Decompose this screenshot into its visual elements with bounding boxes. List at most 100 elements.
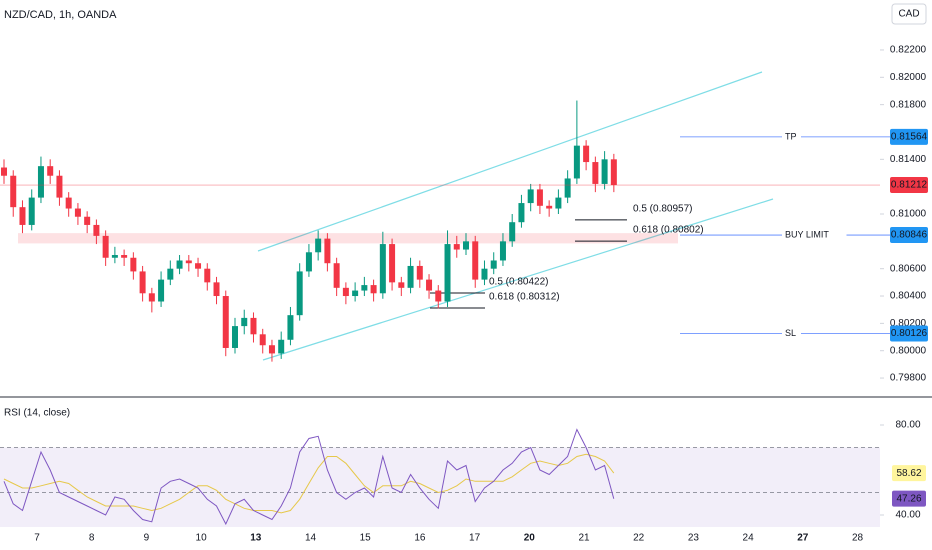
fib-label: 0.618 (0.80312): [489, 292, 560, 303]
candle-body: [389, 244, 396, 283]
zone: [18, 233, 678, 244]
candle-body: [407, 265, 414, 288]
candle-body: [250, 317, 257, 335]
candle-body: [158, 279, 165, 302]
chart-title: NZD/CAD, 1h, OANDA: [4, 9, 117, 21]
x-tick-label: 17: [469, 533, 481, 544]
candle-body: [241, 317, 248, 327]
candle-body: [416, 265, 423, 280]
rsi-band: [0, 447, 880, 527]
candle-body: [204, 268, 211, 283]
x-tick-label: 16: [414, 533, 426, 544]
rsi-badge: [892, 490, 926, 507]
candle-body: [130, 257, 137, 272]
level-label: 0.80126: [891, 328, 928, 339]
candle-body: [499, 241, 506, 261]
candle-body: [56, 175, 63, 198]
candle-body: [527, 189, 534, 204]
candle-body: [10, 175, 17, 208]
x-tick-label: 15: [360, 533, 372, 544]
candle-body: [361, 285, 368, 291]
rsi-ma-label: 58.62: [896, 468, 921, 479]
x-tick-label: 10: [196, 533, 208, 544]
candle-body: [148, 293, 155, 302]
candle-body: [1, 167, 7, 176]
fib-label: 0.5 (0.80422): [489, 277, 549, 288]
y-tick-label: 0.80400: [890, 291, 927, 302]
candle-body: [564, 178, 571, 198]
candle-body: [490, 260, 497, 269]
candle-body: [342, 287, 349, 297]
rsi-title: RSI (14, close): [4, 408, 70, 419]
candle-body: [315, 238, 322, 253]
candle-body: [305, 252, 312, 272]
candle-body: [536, 189, 543, 206]
rsi-ma-line: [3, 453, 615, 514]
candle-body: [509, 222, 516, 242]
candle-body: [102, 235, 109, 258]
y-tick-label: 0.80600: [890, 263, 927, 274]
candle-body: [583, 145, 590, 163]
currency-box[interactable]: [891, 3, 927, 25]
y-tick-label: 0.80000: [890, 345, 927, 356]
rsi-tick-label: 40.00: [895, 510, 920, 521]
candle-body: [610, 159, 617, 186]
candle-body: [139, 271, 146, 294]
candle-body: [65, 197, 72, 209]
y-tick-label: 0.81800: [890, 99, 927, 110]
level-name: TP: [785, 131, 797, 141]
candle-body: [435, 290, 442, 302]
candle-body: [213, 282, 220, 297]
candle-body: [19, 207, 26, 225]
channel-upper: [257, 71, 763, 252]
rsi-ma-badge: [892, 465, 926, 482]
candle-body: [333, 263, 340, 288]
y-tick-label: 0.82000: [890, 72, 927, 83]
x-tick-label: 23: [688, 533, 700, 544]
candle-body: [176, 260, 183, 269]
candle-body: [278, 339, 285, 354]
candle-body: [555, 197, 562, 209]
candle-body: [463, 241, 469, 250]
level-name: SL: [785, 328, 796, 338]
rsi-tick-label: 80.00: [895, 420, 920, 431]
candle-body: [111, 255, 118, 258]
candle-body: [222, 296, 229, 348]
candle-body: [379, 244, 386, 294]
x-tick-label: 21: [578, 533, 590, 544]
candle-body: [167, 268, 174, 280]
level-label: 0.81564: [891, 132, 928, 143]
channel-lower: [262, 198, 774, 361]
candle-body: [481, 268, 488, 280]
rsi-label: 47.26: [896, 493, 921, 504]
level-label: 0.80846: [891, 230, 928, 241]
last-price-label: 0.81212: [891, 180, 928, 191]
x-tick-label: 20: [524, 533, 536, 544]
candle-body: [37, 166, 44, 198]
candle-body: [601, 159, 608, 184]
candle-body: [324, 238, 331, 264]
candle-body: [287, 315, 294, 340]
candle-body: [518, 203, 525, 223]
candle-body: [93, 224, 100, 236]
level-bg: [782, 229, 847, 242]
candle-body: [398, 282, 405, 288]
candle-body: [28, 197, 35, 225]
candle-body: [592, 162, 599, 184]
y-tick-label: 0.82200: [890, 45, 927, 56]
x-tick-label: 9: [144, 533, 150, 544]
candle-body: [47, 166, 54, 176]
y-tick-label: 0.81000: [890, 209, 927, 220]
y-tick-label: 0.80200: [890, 318, 927, 329]
currency[interactable]: CAD: [898, 9, 919, 20]
level-badge: [890, 325, 928, 342]
candle-body: [296, 271, 303, 316]
candle-body: [444, 244, 451, 302]
rsi-line: [3, 428, 615, 526]
candle-body: [84, 216, 91, 225]
level-badge: [890, 128, 928, 145]
candle-body: [453, 244, 460, 250]
candle-body: [232, 326, 238, 348]
